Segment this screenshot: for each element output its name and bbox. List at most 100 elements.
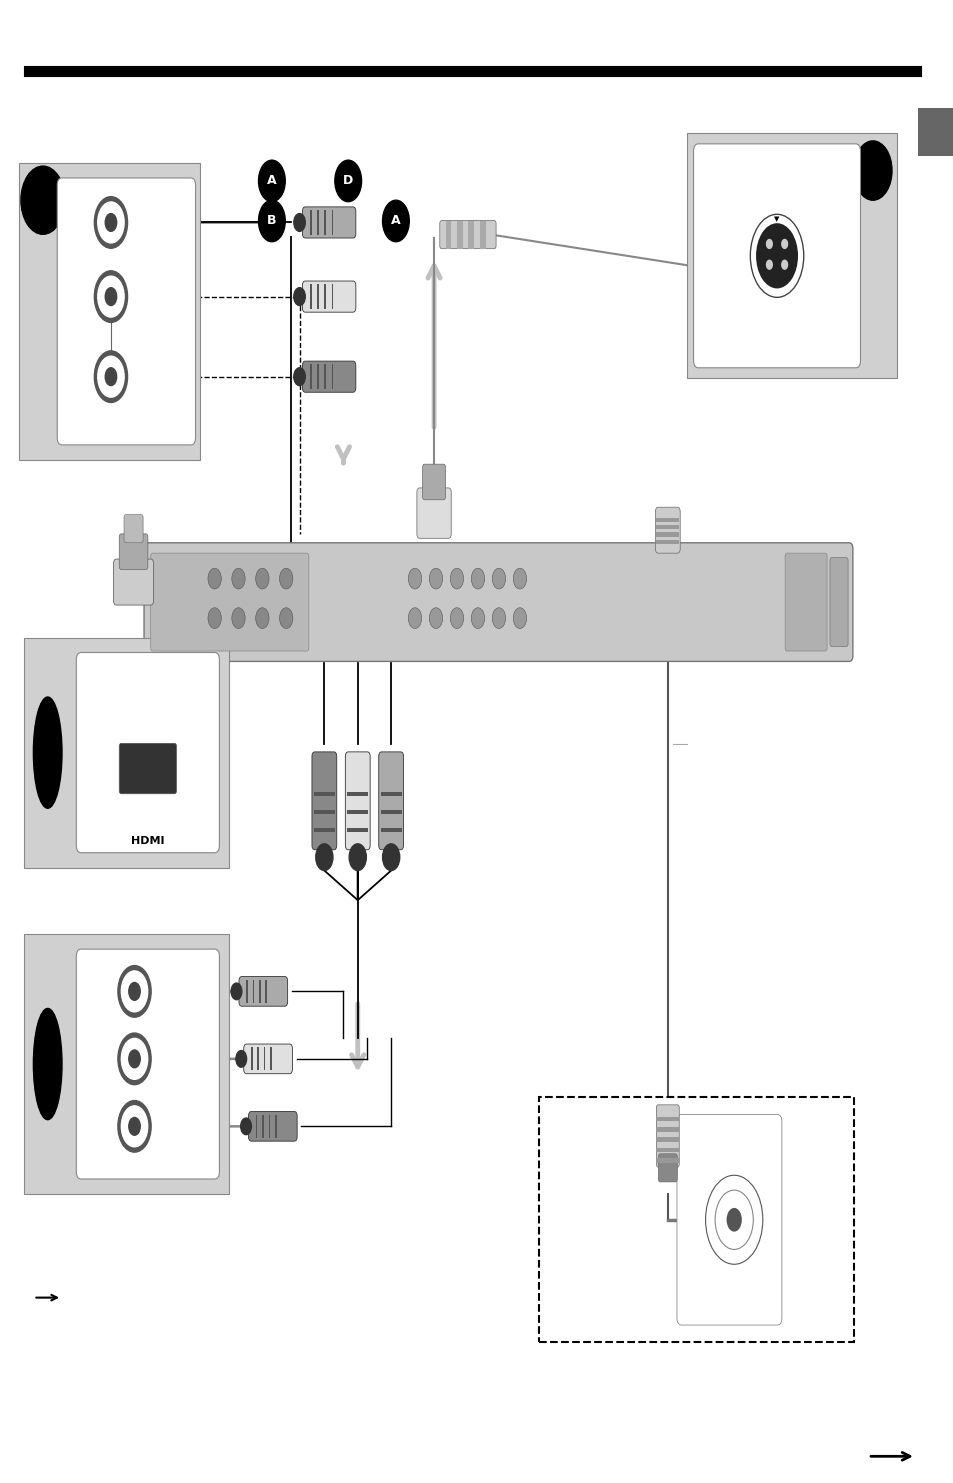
FancyBboxPatch shape [151, 553, 309, 651]
Bar [310, 365, 312, 389]
Bar [656, 518, 679, 522]
Circle shape [726, 1207, 741, 1231]
Circle shape [98, 356, 124, 397]
Circle shape [429, 568, 442, 589]
Circle shape [513, 568, 526, 589]
Circle shape [766, 261, 772, 270]
Circle shape [492, 568, 505, 589]
Circle shape [766, 239, 772, 249]
Circle shape [208, 568, 221, 589]
Circle shape [749, 214, 802, 297]
Ellipse shape [33, 1008, 62, 1120]
Circle shape [129, 1118, 140, 1136]
Circle shape [105, 288, 116, 305]
Circle shape [232, 568, 245, 589]
Circle shape [294, 214, 305, 231]
Text: A: A [391, 215, 400, 227]
Circle shape [21, 166, 65, 234]
Text: D: D [343, 175, 353, 187]
Text: A: A [267, 175, 276, 187]
Bar [324, 285, 326, 308]
Circle shape [255, 568, 269, 589]
Circle shape [705, 1175, 762, 1264]
Bar [380, 792, 401, 796]
Text: ▼: ▼ [774, 215, 779, 222]
Circle shape [255, 608, 269, 629]
Circle shape [258, 160, 285, 202]
Circle shape [105, 368, 116, 386]
Circle shape [781, 261, 787, 270]
Circle shape [208, 608, 221, 629]
Circle shape [382, 844, 399, 871]
Bar [246, 980, 248, 1003]
Circle shape [98, 202, 124, 243]
Bar [538, 1097, 853, 1342]
FancyBboxPatch shape [656, 1105, 679, 1167]
FancyBboxPatch shape [238, 976, 288, 1005]
Bar [257, 1047, 259, 1071]
Bar [274, 1115, 276, 1137]
Bar [258, 980, 260, 1003]
Circle shape [94, 197, 128, 248]
Bar [314, 810, 335, 814]
FancyBboxPatch shape [312, 752, 336, 850]
FancyBboxPatch shape [302, 208, 355, 239]
Circle shape [294, 288, 305, 305]
Circle shape [98, 276, 124, 317]
Circle shape [118, 965, 151, 1017]
Bar [347, 828, 368, 832]
FancyBboxPatch shape [378, 752, 403, 850]
FancyBboxPatch shape [686, 133, 896, 378]
Bar [255, 1115, 257, 1137]
Circle shape [335, 160, 361, 202]
Ellipse shape [33, 697, 62, 808]
Circle shape [105, 214, 116, 231]
Circle shape [240, 1118, 252, 1134]
Bar [310, 285, 312, 308]
Bar [331, 211, 334, 234]
FancyBboxPatch shape [439, 221, 496, 249]
Bar [263, 1047, 265, 1071]
Bar [656, 1117, 679, 1121]
Bar [331, 365, 334, 389]
Bar [316, 211, 318, 234]
Bar [656, 532, 679, 537]
Circle shape [294, 368, 305, 386]
Text: HDMI: HDMI [131, 836, 165, 845]
FancyBboxPatch shape [677, 1115, 781, 1326]
FancyBboxPatch shape [76, 653, 219, 853]
Circle shape [755, 222, 797, 288]
Bar [656, 1158, 679, 1163]
Bar [380, 810, 401, 814]
Bar [270, 1047, 272, 1071]
Circle shape [315, 844, 333, 871]
Circle shape [94, 271, 128, 322]
Bar [253, 980, 254, 1003]
Bar [251, 1047, 253, 1071]
Circle shape [471, 608, 484, 629]
Text: B: B [267, 215, 276, 227]
FancyBboxPatch shape [784, 553, 826, 651]
Bar [656, 1127, 679, 1132]
FancyBboxPatch shape [302, 362, 355, 393]
Circle shape [94, 351, 128, 402]
FancyBboxPatch shape [302, 280, 355, 311]
FancyBboxPatch shape [24, 934, 229, 1194]
Circle shape [129, 982, 140, 1000]
Bar [324, 365, 326, 389]
Bar [468, 221, 474, 249]
Circle shape [231, 983, 242, 1000]
FancyBboxPatch shape [416, 488, 451, 538]
Circle shape [279, 608, 293, 629]
Circle shape [121, 1106, 148, 1146]
Circle shape [129, 1050, 140, 1068]
Circle shape [853, 141, 891, 200]
FancyBboxPatch shape [24, 638, 229, 868]
Circle shape [492, 608, 505, 629]
Bar [456, 221, 462, 249]
FancyBboxPatch shape [244, 1044, 292, 1074]
Bar [347, 810, 368, 814]
Bar [445, 221, 451, 249]
FancyBboxPatch shape [829, 558, 847, 647]
Circle shape [235, 1050, 246, 1068]
